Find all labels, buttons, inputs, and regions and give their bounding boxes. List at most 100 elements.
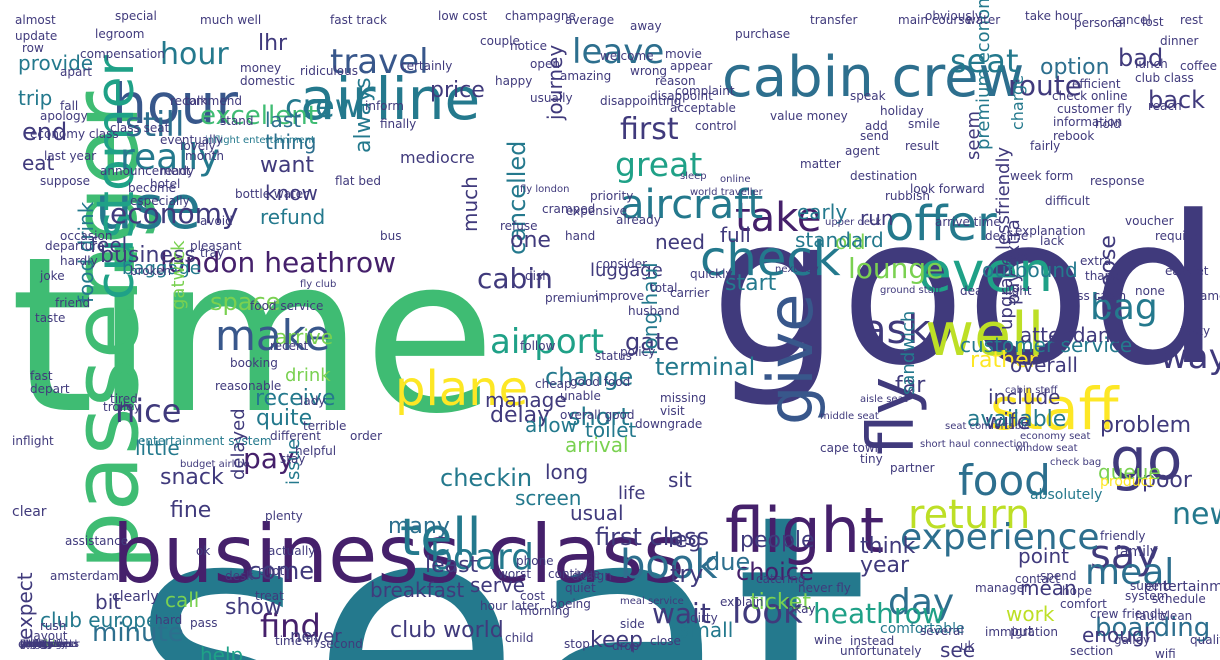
cloud-word: several: [920, 624, 964, 638]
cloud-word: pilot: [258, 564, 285, 578]
cloud-word: explanation: [1015, 224, 1086, 238]
cloud-word: singapore: [20, 639, 70, 650]
cloud-word: give: [754, 293, 827, 425]
cloud-word: response: [1090, 174, 1145, 188]
cloud-word: reach: [1148, 99, 1182, 113]
cloud-word: average: [565, 13, 615, 27]
cloud-word: booking: [230, 356, 278, 370]
cloud-word: absolutely: [1030, 487, 1103, 503]
cloud-word: assistance: [65, 534, 129, 548]
cloud-word: iberia: [20, 639, 49, 650]
cloud-word: water: [966, 13, 1001, 27]
cloud-word: terrible: [303, 419, 347, 433]
cloud-word: staff: [990, 375, 1119, 443]
cloud-word: hour: [112, 72, 238, 136]
cloud-word: treat: [255, 589, 284, 603]
cloud-word: next day: [775, 264, 819, 275]
cloud-word: consider: [596, 257, 648, 271]
cloud-word: worst: [498, 567, 532, 581]
cloud-word: bad: [1118, 44, 1164, 72]
cloud-word: speak: [850, 89, 886, 103]
cloud-word: choice: [736, 558, 814, 586]
cloud-word: clear: [12, 504, 47, 520]
cloud-word: different: [270, 429, 321, 443]
cloud-word: club europe: [40, 608, 159, 632]
cloud-word: quiet: [565, 581, 596, 595]
cloud-word: fast: [30, 369, 53, 383]
cloud-word: pleasant: [190, 239, 242, 253]
cloud-word: talk: [185, 94, 208, 108]
cloud-word: option: [1040, 55, 1110, 80]
cloud-word: checkin: [440, 464, 533, 492]
cloud-word: low cost: [438, 9, 488, 23]
cloud-word: dish: [525, 269, 550, 283]
cloud-word: use: [95, 173, 202, 243]
cloud-word: cramped: [542, 202, 596, 216]
cloud-word: appear: [670, 59, 713, 73]
cloud-word: holiday: [880, 104, 924, 118]
cloud-word: visit: [660, 404, 685, 418]
cloud-word: book: [620, 542, 718, 588]
cloud-word: announcement: [100, 164, 191, 178]
cloud-word: allow: [525, 413, 577, 437]
cloud-word: ticket: [750, 590, 811, 615]
cloud-word: efficient: [1072, 77, 1121, 91]
cloud-word: take: [735, 195, 822, 241]
cloud-word: early: [797, 200, 848, 224]
cloud-word: excellent: [200, 101, 318, 131]
cloud-word: uk: [960, 639, 975, 653]
cloud-word: arrival: [565, 433, 629, 457]
cloud-word: matter: [800, 157, 841, 171]
cloud-word: far: [895, 373, 926, 398]
cloud-word: control: [695, 119, 737, 133]
cloud-word: impressed: [20, 639, 72, 650]
cloud-word: smile: [908, 117, 940, 131]
cloud-word: none: [1135, 284, 1165, 298]
cloud-word: possible: [20, 639, 61, 650]
cloud-word: finally: [380, 117, 417, 131]
cloud-word: clean: [1160, 609, 1193, 623]
cloud-word: sit: [668, 468, 692, 492]
cloud-word: put: [1010, 624, 1034, 640]
cloud-word: want: [260, 153, 315, 178]
cloud-word: schedule: [1152, 592, 1206, 606]
cloud-word: economy: [110, 197, 239, 230]
cloud-word: window seat: [1015, 443, 1078, 454]
cloud-word: especially: [130, 194, 190, 208]
cloud-word: suppose: [40, 174, 91, 188]
cloud-word: poor: [1142, 468, 1192, 493]
cloud-word: delay: [490, 403, 551, 428]
cloud-word: sector: [1010, 249, 1048, 263]
cloud-word: happy: [495, 74, 533, 88]
cloud-word: seat: [950, 42, 1019, 80]
cloud-word: feel: [90, 233, 128, 257]
cloud-word: online: [720, 174, 751, 185]
cloud-word: middle seat: [820, 411, 879, 422]
cloud-word: facility: [20, 639, 54, 650]
cloud-word: never: [290, 626, 342, 647]
cloud-word: actually: [268, 544, 316, 558]
cloud-word: phone: [516, 554, 554, 568]
cloud-word: nice: [115, 392, 182, 430]
cloud-word: pay: [243, 442, 295, 475]
cloud-word: destination: [850, 169, 918, 183]
cloud-word: meal service: [620, 596, 684, 607]
cloud-word: okay: [787, 602, 816, 616]
cloud-word: anymore: [20, 639, 65, 650]
cloud-word: friend: [55, 296, 91, 310]
cloud-word: downgrade: [635, 417, 703, 431]
cloud-word: boeing: [550, 597, 591, 611]
cloud-word: recommend: [170, 94, 242, 108]
cloud-word: meal: [1085, 552, 1175, 593]
cloud-word: welcome: [600, 49, 654, 63]
cloud-word: airline: [300, 65, 481, 133]
cloud-word: old: [835, 230, 866, 254]
cloud-word: london heathrow: [160, 246, 396, 279]
cloud-word: second: [320, 637, 363, 651]
cloud-word: lunch: [1135, 57, 1168, 71]
cloud-word: design: [572, 569, 612, 583]
cloud-word: agent: [845, 144, 880, 158]
cloud-word: bring: [20, 639, 46, 650]
cloud-word: return trip: [20, 639, 71, 650]
